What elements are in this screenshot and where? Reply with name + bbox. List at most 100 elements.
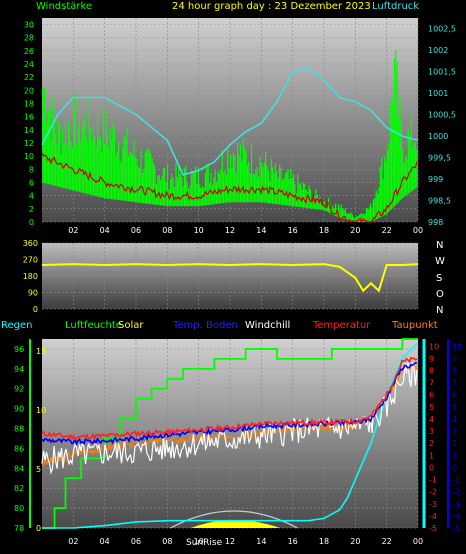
pressure-tick-label: 1000,5 (428, 111, 456, 120)
temp-tick-label: 9 (429, 354, 434, 363)
soil-tick-label: 8 (452, 367, 457, 376)
temperature-line (41, 356, 418, 441)
solar-tick-label: 15 (36, 347, 46, 356)
temp-tick-label: 10 (429, 342, 439, 351)
rain-line (42, 343, 418, 529)
soil-tick-label: -4 (452, 512, 460, 521)
soil-tick-label: 6 (452, 391, 457, 400)
compass-n-bottom: N (436, 305, 444, 316)
x-tick-label: 14 (256, 537, 266, 546)
temp-tick-label: 6 (429, 391, 434, 400)
wind-tick-label: 16 (24, 113, 34, 122)
pressure-tick-label: 1002 (428, 46, 448, 55)
x-tick-label: 04 (100, 537, 110, 546)
x-tick-label: 20 (350, 226, 360, 235)
humidity-tick-label: 80 (14, 504, 24, 513)
legend-temperature: Temperatur (313, 320, 371, 331)
pressure-tick-label: 1001 (428, 89, 448, 98)
compass-w: W (435, 256, 445, 267)
wind-tick-label: 8 (29, 165, 34, 174)
x-tick-label: 10 (194, 537, 204, 546)
x-tick-label: 18 (319, 537, 329, 546)
compass-s: S (436, 273, 443, 284)
soil-tick-label: 1 (452, 451, 457, 460)
chart-title: 24 hour graph day : 23 Dezember 2023 (172, 1, 371, 12)
wind-tick-label: 20 (24, 86, 34, 95)
wind-tick-label: 12 (24, 139, 34, 148)
legend-windchill: Windchill (245, 320, 291, 331)
wind-tick-label: 2 (29, 205, 34, 214)
winddir-tick-label: 90 (28, 289, 38, 298)
soil-tick-label: -2 (452, 488, 460, 497)
wind-tick-label: 24 (24, 60, 34, 69)
legend-solar: Solar (118, 320, 144, 331)
soil-tick-label: 9 (452, 354, 457, 363)
x-tick-label: 16 (288, 537, 298, 546)
humidity-tick-label: 88 (14, 425, 24, 434)
wind-tick-label: 28 (24, 34, 34, 43)
wind-tick-label: 6 (29, 179, 34, 188)
wind-tick-label: 4 (29, 192, 34, 201)
soil-tick-label: 7 (452, 379, 457, 388)
wind-tick-label: 22 (24, 73, 34, 82)
soil-tick-label: -3 (452, 500, 460, 509)
soil-tick-label: 5 (452, 403, 457, 412)
humidity-tick-label: 82 (14, 484, 24, 493)
x-tick-label: 00 (413, 537, 423, 546)
pressure-axis-title: Luftdruck (372, 1, 420, 12)
soil-tick-label: 2 (452, 439, 457, 448)
x-tick-label: 04 (100, 226, 110, 235)
sunrise-label: SunRise (186, 538, 223, 548)
x-tick-label: 02 (68, 226, 78, 235)
temp-tick-label: -3 (429, 500, 437, 509)
temp-tick-label: 5 (429, 403, 434, 412)
x-tick-label: 22 (382, 226, 392, 235)
pressure-line (41, 66, 419, 176)
compass-n-top: N (436, 240, 444, 251)
wind-tick-label: 30 (24, 21, 34, 30)
pressure-tick-label: 1001,5 (428, 68, 456, 77)
x-tick-label: 10 (194, 226, 204, 235)
solar-tick-label: 5 (36, 465, 41, 474)
humidity-line (42, 338, 418, 529)
solar-fill (190, 520, 281, 528)
wind-tick-label: 18 (24, 100, 34, 109)
winddir-line (41, 263, 419, 293)
soil-temp-line (41, 361, 418, 446)
soil-tick-label: 3 (452, 427, 457, 436)
x-tick-label: 02 (68, 537, 78, 546)
x-tick-label: 00 (413, 226, 423, 235)
temp-tick-label: 0 (429, 463, 434, 472)
wind-axis-title: Windstärke (36, 1, 93, 12)
pressure-tick-label: 998,5 (428, 197, 451, 206)
winddir-tick-label: 0 (33, 305, 38, 314)
x-tick-label: 06 (131, 226, 141, 235)
x-tick-label: 18 (319, 226, 329, 235)
wind-tick-label: 14 (24, 126, 34, 135)
legend-humidity: Luftfeuchte (65, 320, 122, 331)
x-tick-label: 08 (162, 226, 172, 235)
x-tick-label: 16 (288, 226, 298, 235)
pressure-tick-label: 1000 (428, 132, 448, 141)
x-tick-label: 14 (256, 226, 266, 235)
humidity-tick-label: 92 (14, 385, 24, 394)
soil-tick-label: 0 (452, 463, 457, 472)
temp-tick-label: 7 (429, 379, 434, 388)
temp-tick-label: -2 (429, 488, 437, 497)
humidity-tick-label: 90 (14, 405, 24, 414)
temp-tick-label: 2 (429, 439, 434, 448)
winddir-tick-label: 180 (23, 272, 38, 281)
temp-tick-label: 3 (429, 427, 434, 436)
solar-tick-label: 10 (36, 406, 46, 415)
pressure-tick-label: 1002,5 (428, 25, 456, 34)
wind-tick-label: 0 (29, 218, 34, 227)
compass-o: O (436, 289, 444, 300)
temp-tick-label: -1 (429, 476, 437, 485)
wind-mean-line (41, 152, 418, 224)
soil-tick-label: -5 (452, 524, 460, 533)
windchill-line (41, 361, 418, 475)
soil-tick-label: -1 (452, 476, 460, 485)
x-tick-label: 12 (225, 537, 235, 546)
humidity-tick-label: 78 (14, 524, 24, 533)
pressure-tick-label: 999 (428, 175, 443, 184)
